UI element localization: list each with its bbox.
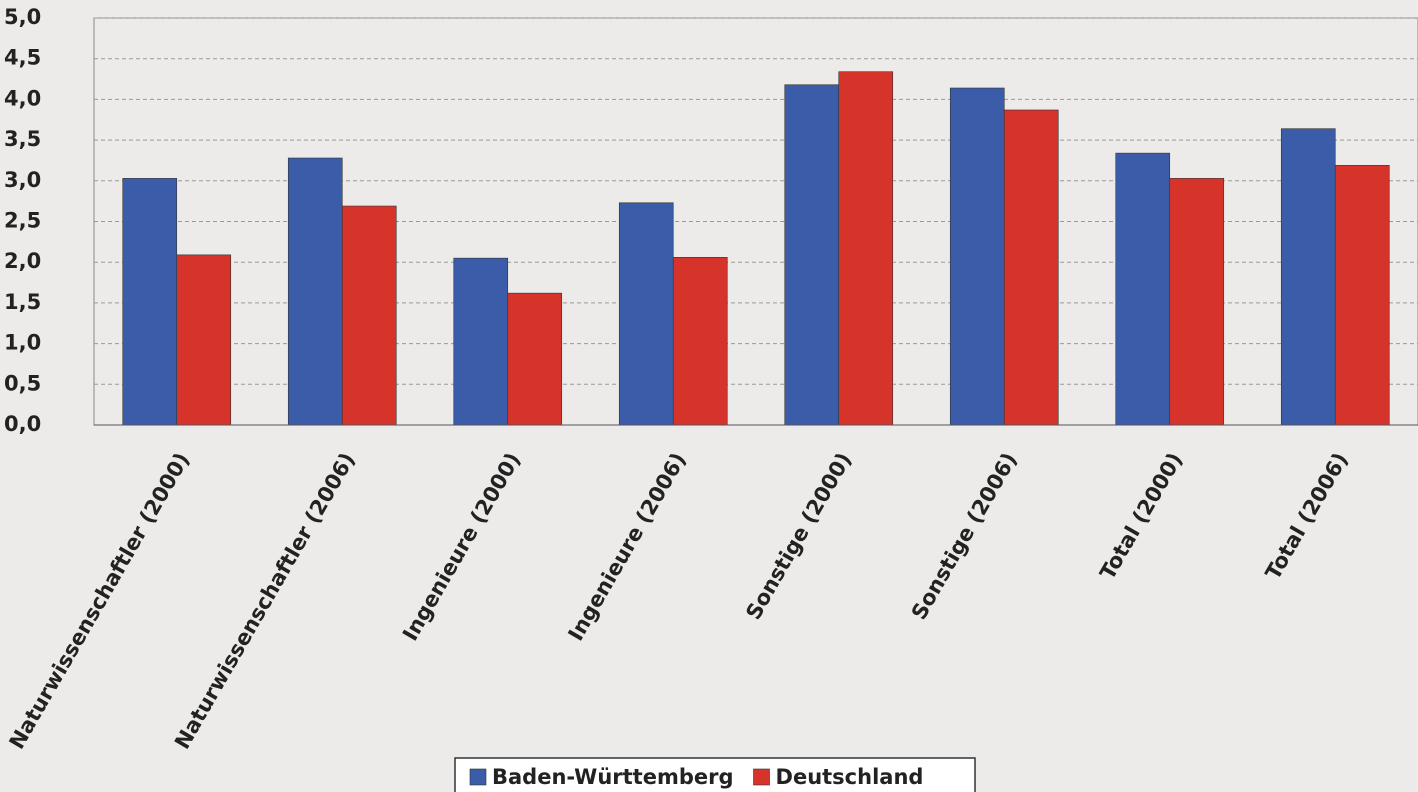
x-tick-label: Total (2000): [1095, 449, 1187, 584]
y-tick-label: 1,5: [4, 290, 41, 314]
x-tick-label: Sonstige (2006): [907, 449, 1022, 624]
bar: [341, 205, 397, 426]
bar: [176, 254, 232, 426]
x-tick-label: Naturwissenschaftler (2006): [170, 449, 360, 754]
bar: [287, 157, 343, 426]
y-tick-label: 4,5: [4, 46, 41, 70]
x-tick-label: Naturwissenschaftler (2000): [5, 449, 195, 754]
bar: [1115, 152, 1171, 426]
legend-swatch: [469, 768, 487, 786]
bar: [784, 84, 840, 426]
y-tick-label: 0,5: [4, 371, 41, 395]
bar: [122, 178, 178, 426]
bar: [1169, 178, 1225, 426]
bar: [618, 202, 674, 426]
y-tick-label: 1,0: [4, 331, 41, 355]
legend: Baden-Württemberg Deutschland: [454, 757, 976, 792]
legend-label: Baden-Württemberg: [492, 765, 734, 789]
y-tick-label: 5,0: [4, 5, 41, 29]
y-tick-label: 0,0: [4, 412, 41, 436]
bar: [672, 257, 728, 426]
bar: [1334, 165, 1390, 426]
bar: [507, 292, 563, 426]
bar: [1280, 128, 1336, 426]
x-tick-label: Total (2006): [1261, 449, 1353, 584]
y-tick-label: 3,0: [4, 168, 41, 192]
x-tick-label: Ingenieure (2000): [398, 449, 525, 645]
legend-box: [454, 757, 976, 792]
bar: [1003, 109, 1059, 426]
y-tick-label: 2,5: [4, 209, 41, 233]
x-tick-label: Sonstige (2000): [741, 449, 856, 624]
legend-label: Deutschland: [776, 765, 924, 789]
y-tick-label: 2,0: [4, 249, 41, 273]
y-tick-label: 3,5: [4, 127, 41, 151]
bar: [949, 87, 1005, 426]
y-tick-label: 4,0: [4, 86, 41, 110]
bar: [838, 71, 894, 426]
x-tick-label: Ingenieure (2006): [564, 449, 691, 645]
bar: [453, 257, 509, 426]
legend-swatch: [753, 768, 770, 786]
